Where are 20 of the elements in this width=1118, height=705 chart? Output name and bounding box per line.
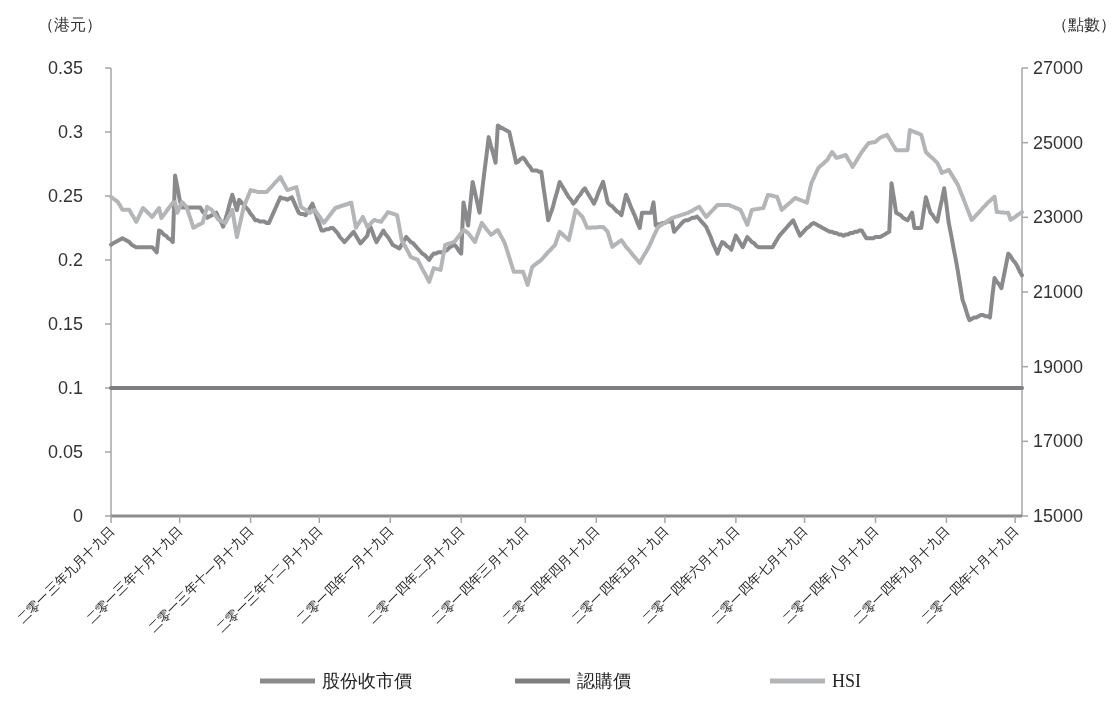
- legend-label: HSI: [832, 671, 862, 691]
- y2-tick-label: 21000: [1033, 282, 1084, 302]
- y2-tick-label: 27000: [1033, 58, 1084, 78]
- y-tick-label: 0.15: [47, 314, 83, 334]
- y-tick-label: 0: [72, 506, 83, 526]
- y-tick-label: 0.25: [47, 186, 83, 206]
- y-tick-label: 0.2: [57, 250, 83, 270]
- y2-tick-label: 15000: [1033, 506, 1084, 526]
- y2-tick-label: 25000: [1033, 132, 1084, 153]
- y2-tick-label: 17000: [1033, 431, 1084, 452]
- legend-label: 股份收市價: [322, 671, 412, 691]
- y-axis-title: （港元）: [38, 16, 102, 33]
- y2-tick-label: 23000: [1033, 207, 1084, 228]
- y-tick-label: 0.3: [57, 122, 83, 142]
- y2-tick-label: 19000: [1033, 356, 1084, 377]
- legend-label: 認購價: [577, 671, 631, 691]
- y-tick-label: 0.05: [47, 442, 83, 462]
- y-tick-label: 0.35: [47, 58, 83, 78]
- y-tick-label: 0.1: [57, 378, 83, 398]
- y2-axis-title: （點數）: [1052, 16, 1116, 33]
